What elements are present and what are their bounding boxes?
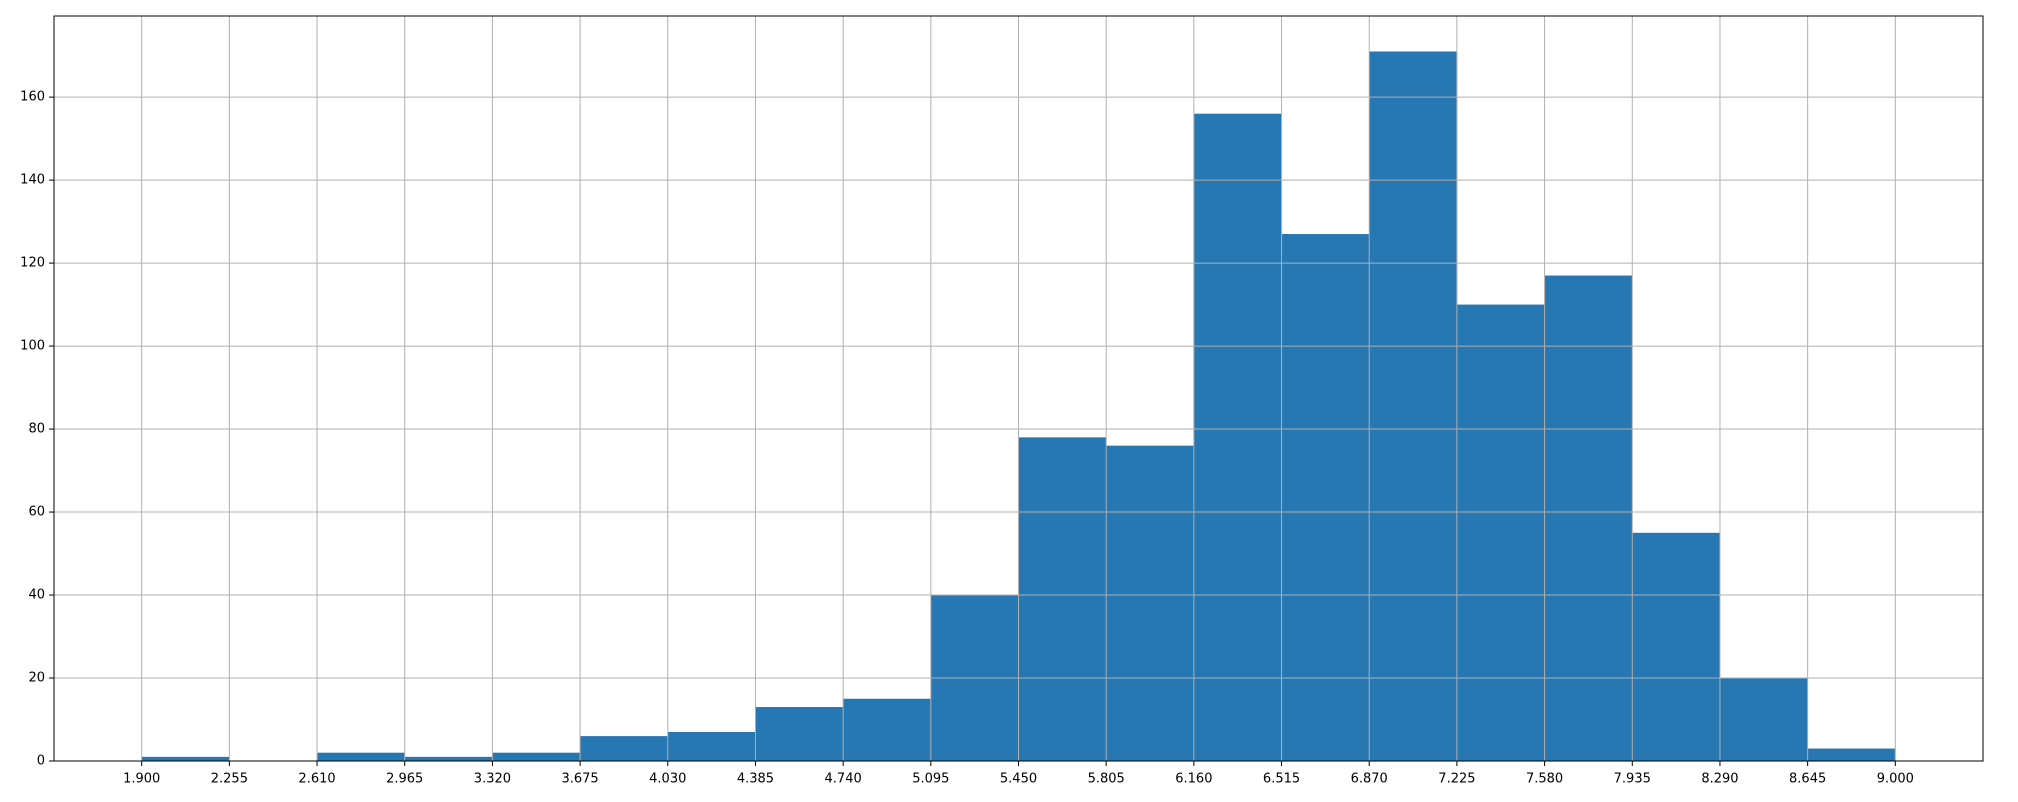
y-tick-label: 20 (28, 671, 45, 686)
y-tick-label: 60 (28, 505, 45, 520)
x-tick-label: 2.965 (386, 772, 423, 787)
x-tick-label: 4.030 (649, 772, 686, 787)
x-tick-label: 6.870 (1351, 772, 1388, 787)
bar (580, 736, 668, 761)
bar (1456, 304, 1545, 761)
bar (1106, 445, 1194, 761)
bar (1018, 437, 1107, 761)
x-tick-label: 9.000 (1877, 772, 1914, 787)
y-tick-label: 80 (28, 422, 45, 437)
x-tick-label: 4.740 (825, 772, 862, 787)
x-tick-label: 4.385 (737, 772, 774, 787)
x-tick-label: 6.160 (1175, 772, 1212, 787)
y-tick-label: 100 (20, 339, 45, 354)
x-tick-label: 1.900 (123, 772, 160, 787)
x-tick-label: 7.935 (1614, 772, 1651, 787)
bar (843, 698, 931, 761)
bar (1369, 51, 1457, 761)
y-tick-label: 160 (20, 90, 45, 105)
plot-frame (53, 15, 1984, 762)
bar (1807, 748, 1896, 761)
x-tick-label: 3.320 (474, 772, 511, 787)
bar (492, 752, 581, 761)
bar (1632, 532, 1720, 761)
y-tick-label: 140 (20, 173, 45, 188)
x-tick-label: 5.805 (1088, 772, 1125, 787)
x-tick-label: 7.225 (1438, 772, 1475, 787)
y-tick-label: 40 (28, 588, 45, 603)
bar (1193, 113, 1282, 762)
y-tick-label: 0 (37, 754, 45, 769)
x-tick-label: 6.515 (1263, 772, 1300, 787)
bar (1544, 275, 1633, 761)
bar (1719, 678, 1808, 761)
x-tick-label: 3.675 (561, 772, 598, 787)
x-tick-label: 5.450 (1000, 772, 1037, 787)
bar (667, 731, 756, 761)
x-tick-label: 5.095 (912, 772, 949, 787)
x-tick-label: 7.580 (1526, 772, 1563, 787)
x-tick-label: 2.255 (211, 772, 248, 787)
bar (317, 752, 405, 761)
bar (141, 756, 230, 761)
x-tick-label: 8.645 (1789, 772, 1826, 787)
y-tick-label: 120 (20, 256, 45, 271)
x-tick-label: 8.290 (1701, 772, 1738, 787)
bar (755, 707, 844, 761)
x-tick-label: 2.610 (298, 772, 335, 787)
bar (1281, 234, 1370, 762)
bar (404, 756, 493, 761)
